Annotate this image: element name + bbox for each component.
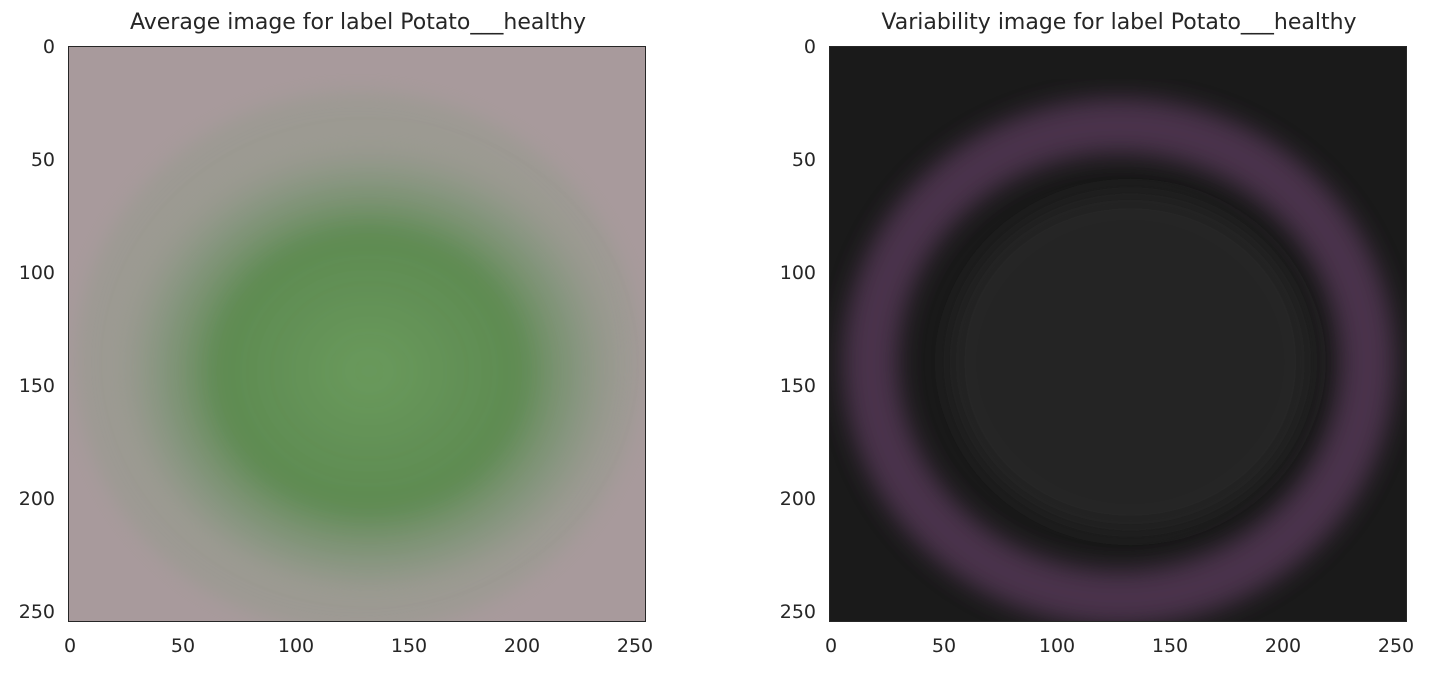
image-plot (68, 46, 646, 622)
y-tick-label: 100 (18, 262, 55, 284)
y-tick-label: 100 (779, 262, 816, 284)
chart-title: Variability image for label Potato___hea… (881, 10, 1357, 35)
x-tick-label: 100 (1038, 635, 1076, 657)
y-tick-label: 200 (18, 488, 55, 510)
x-tick-label: 0 (63, 635, 77, 657)
x-tick-label: 100 (277, 635, 315, 657)
x-tick-label: 150 (1151, 635, 1189, 657)
y-tick-label: 0 (42, 36, 55, 58)
y-tick-label: 0 (803, 36, 816, 58)
y-tick-label: 150 (779, 375, 816, 397)
variability-image (830, 47, 1406, 621)
x-tick-label: 250 (616, 635, 654, 657)
average-image (69, 47, 645, 621)
x-tick-label: 50 (931, 635, 957, 657)
x-tick-label: 0 (824, 635, 838, 657)
y-tick-label: 150 (18, 375, 55, 397)
x-tick-label: 250 (1377, 635, 1415, 657)
y-tick-label: 50 (30, 149, 55, 171)
x-tick-label: 150 (390, 635, 428, 657)
x-tick-label: 200 (503, 635, 541, 657)
y-tick-label: 250 (18, 601, 55, 623)
leaf-blob (120, 137, 618, 587)
y-tick-label: 250 (779, 601, 816, 623)
x-tick-label: 200 (1264, 635, 1302, 657)
variability-core (949, 193, 1311, 531)
image-plot (829, 46, 1407, 622)
y-tick-label: 50 (791, 149, 816, 171)
chart-title: Average image for label Potato___healthy (129, 10, 587, 35)
y-tick-label: 200 (779, 488, 816, 510)
x-tick-label: 50 (170, 635, 196, 657)
variability-ring (843, 98, 1395, 621)
